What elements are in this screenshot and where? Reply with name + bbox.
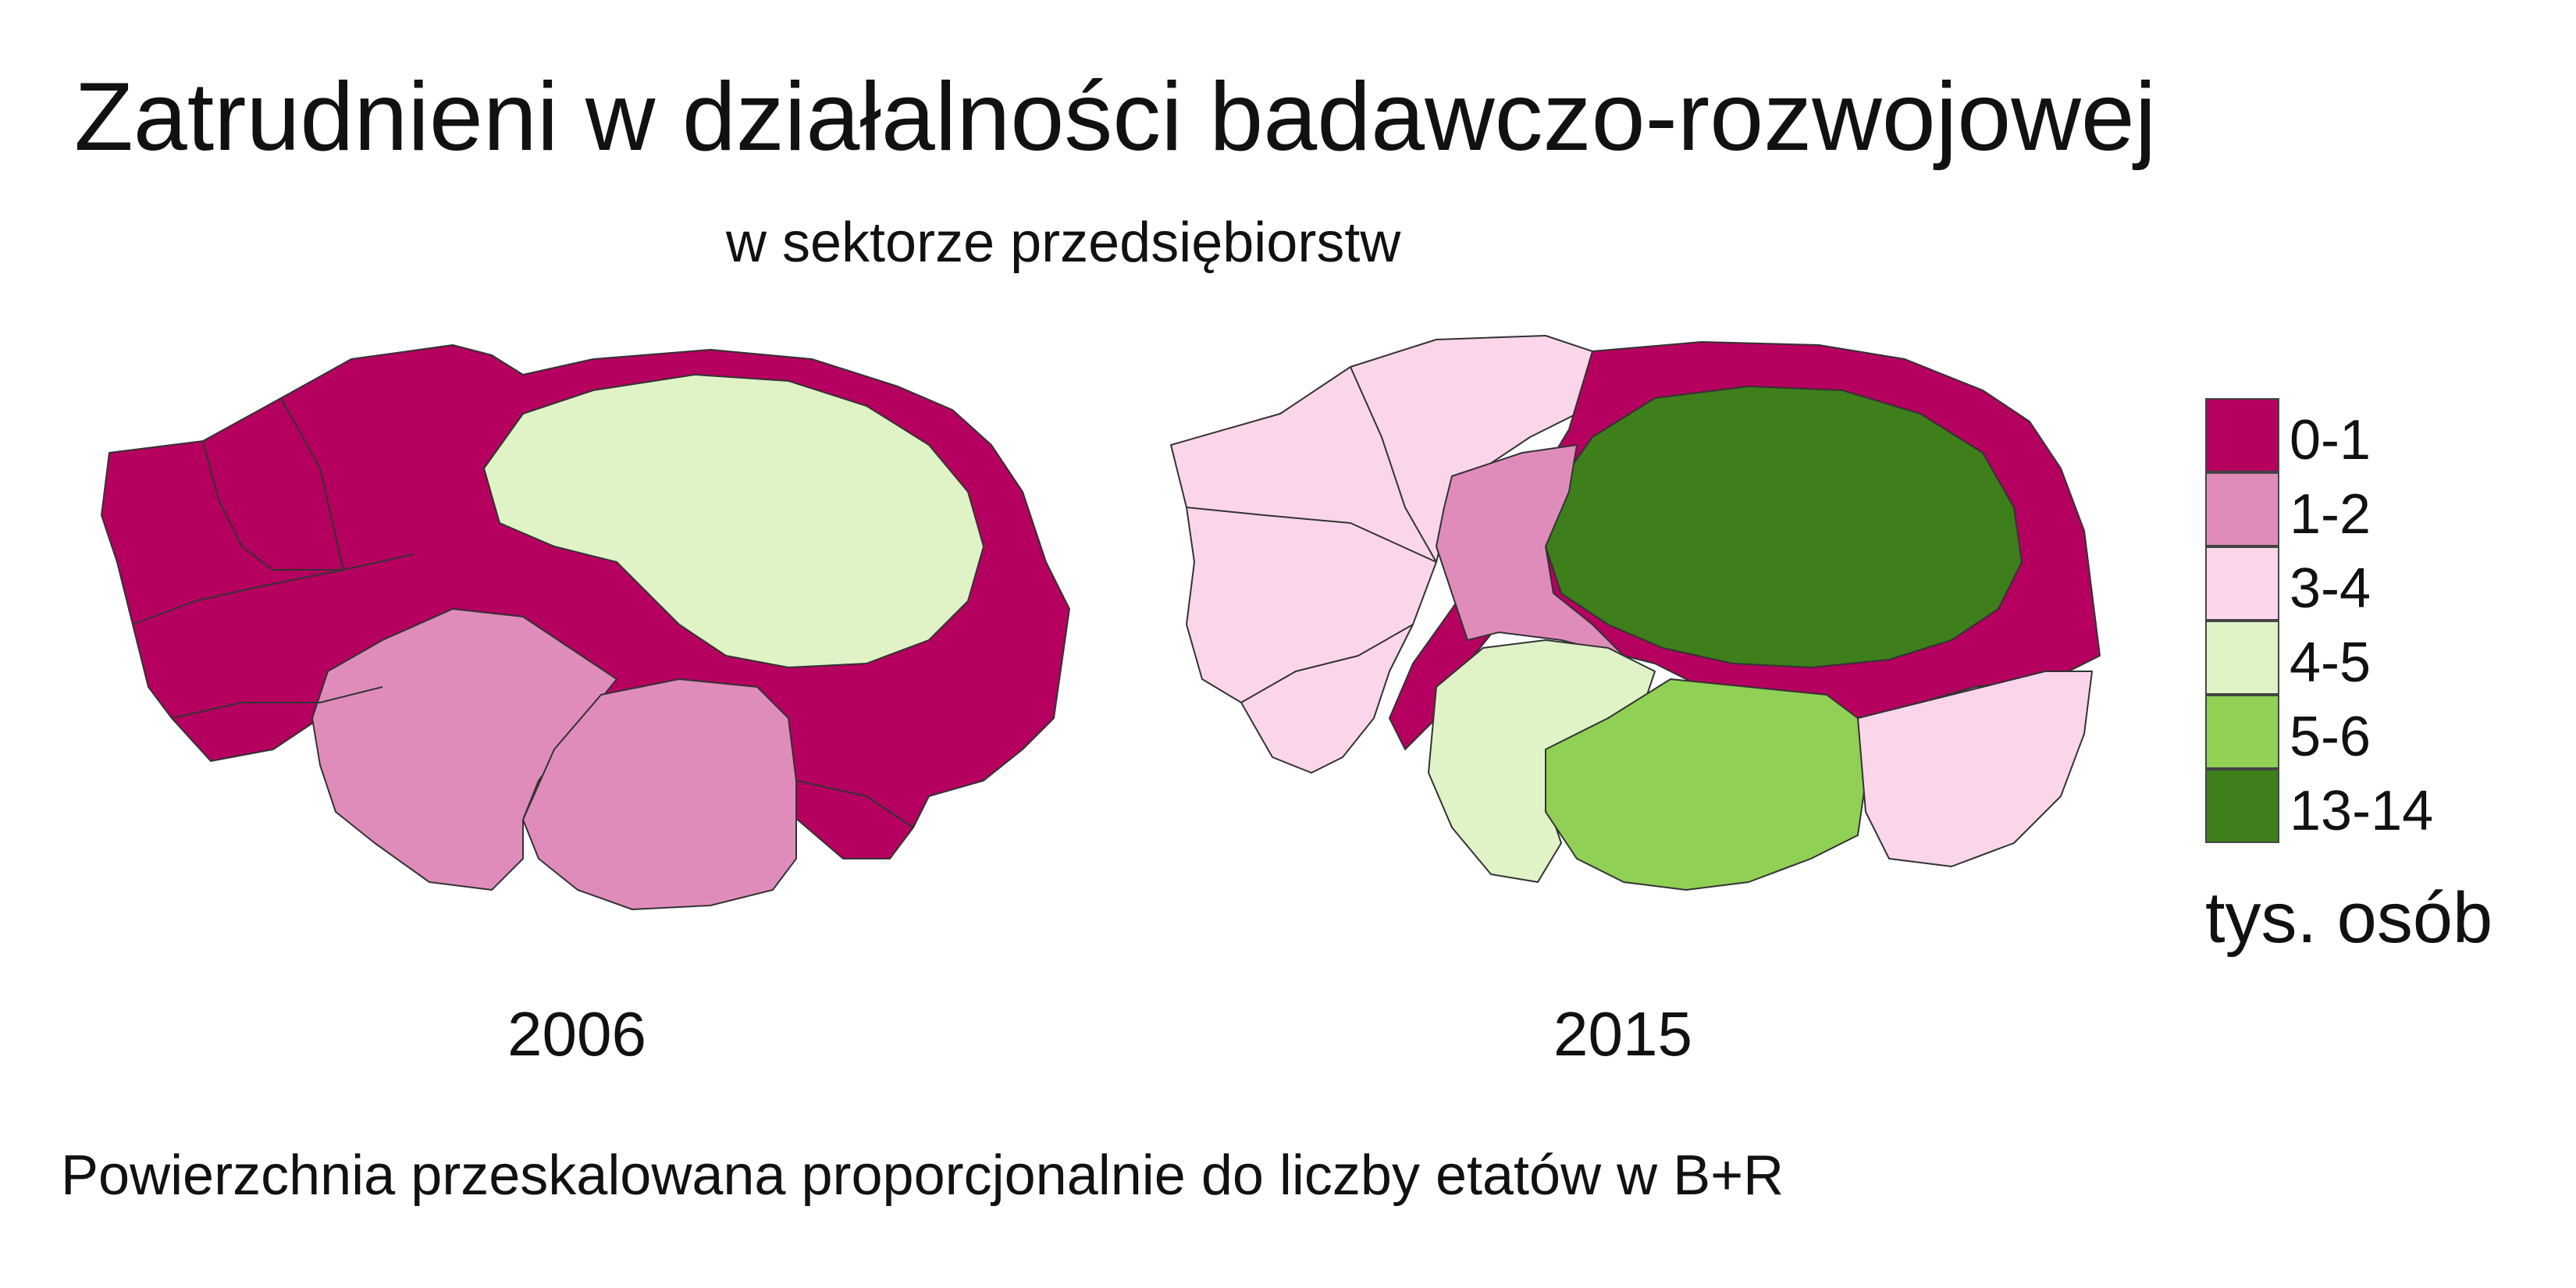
legend-label: 5-6: [2290, 706, 2371, 768]
legend-swatch: [2205, 769, 2279, 843]
region-5-6: [1545, 678, 1866, 891]
legend-swatch: [2205, 398, 2279, 472]
region-13-14: [1545, 386, 2023, 668]
cartogram-2015: [1170, 335, 2101, 891]
legend-label: 13-14: [2290, 780, 2434, 842]
map-title: Zatrudnieni w działalności badawczo-rozw…: [74, 63, 2157, 171]
legend-label: 4-5: [2290, 632, 2371, 694]
map-subtitle: w sektorze przedsiębiorstw: [726, 212, 1401, 274]
year-label-2015: 2015: [1553, 999, 1692, 1069]
footnote: Powierzchnia przeskalowana proporcjonaln…: [61, 1144, 1784, 1207]
region-1-2-southwest: [311, 608, 617, 891]
region-4-5: [483, 374, 984, 668]
region-3-4-east: [1857, 671, 2093, 867]
legend-unit: tys. osób: [2205, 878, 2493, 958]
region-1-2-south: [522, 678, 797, 910]
legend-swatch: [2205, 472, 2279, 546]
legend-swatch: [2205, 546, 2279, 621]
legend-label: 3-4: [2290, 557, 2371, 620]
legend-label: 1-2: [2290, 483, 2371, 546]
cartogram-2006: [101, 344, 1070, 910]
year-label-2006: 2006: [507, 999, 646, 1069]
legend-swatch: [2205, 621, 2279, 695]
legend-swatch: [2205, 695, 2279, 769]
legend-label: 0-1: [2290, 409, 2371, 471]
